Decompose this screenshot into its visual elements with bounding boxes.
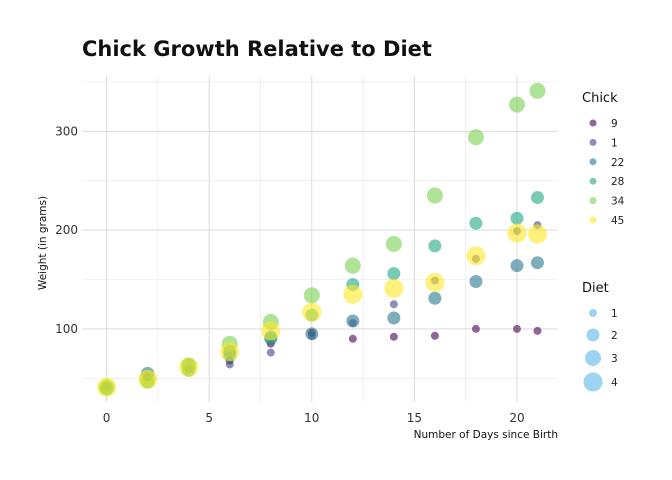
y-axis-ticks: 100 200 300: [55, 124, 78, 336]
data-point-chick-28: [530, 191, 544, 205]
data-point-chick-22: [510, 259, 524, 273]
y-tick-label: 300: [55, 124, 78, 138]
data-point-chick-28: [469, 216, 483, 230]
diet-legend-label: 1: [611, 308, 618, 320]
data-point-chick-34: [385, 235, 402, 252]
data-point-chick-45: [220, 342, 240, 362]
data-point-chick-22: [346, 314, 360, 328]
data-point-chick-1: [225, 360, 234, 369]
x-tick-label: 15: [407, 411, 422, 425]
data-point-chick-34: [467, 129, 484, 146]
grid: [82, 76, 558, 402]
chick-legend-label: 9: [611, 118, 618, 130]
y-tick-label: 200: [55, 223, 78, 237]
data-point-chick-9: [348, 334, 357, 343]
x-tick-label: 10: [304, 411, 319, 425]
data-point-chick-22: [530, 256, 544, 270]
diet-legend-key: [586, 328, 600, 342]
data-point-chick-34: [344, 257, 361, 274]
data-point-chick-34: [529, 82, 546, 99]
data-point-chick-45: [97, 377, 117, 397]
data-point-chick-9: [471, 324, 480, 333]
data-point-chick-22: [305, 327, 319, 341]
chick-legend-key: [589, 177, 597, 185]
x-tick-label: 0: [103, 411, 111, 425]
data-point-chick-45: [343, 284, 363, 304]
chick-legend-label: 45: [611, 215, 624, 227]
chick-legend-key: [589, 158, 597, 166]
chick-legend-key: [589, 197, 597, 205]
chick-legend-title: Chick: [582, 91, 618, 106]
data-point-chick-1: [266, 348, 275, 357]
x-axis-title: Number of Days since Birth: [414, 429, 558, 441]
chick-legend-label: 22: [611, 157, 624, 169]
data-point-chick-22: [428, 291, 442, 305]
x-tick-label: 5: [205, 411, 213, 425]
data-point-chick-9: [389, 332, 398, 341]
data-point-chick-45: [179, 357, 199, 377]
data-point-chick-45: [527, 224, 547, 244]
x-axis-ticks: 0 5 10 15 20: [103, 411, 525, 425]
diet-legend-key: [585, 350, 601, 366]
diet-legend-key: [589, 309, 597, 317]
diet-legend-title: Diet: [582, 281, 609, 296]
data-point-chick-22: [387, 311, 401, 325]
data-point-chick-28: [510, 211, 524, 225]
data-point-chick-45: [302, 302, 322, 322]
diet-legend-label: 2: [611, 330, 618, 342]
diet-legend: Diet 1 2 3 4: [582, 281, 618, 392]
y-tick-label: 100: [55, 322, 78, 336]
data-point-chick-45: [261, 321, 281, 341]
y-axis-title: Weight (in grams): [37, 196, 49, 290]
chick-legend-key: [589, 216, 597, 224]
chick-legend-label: 34: [611, 196, 625, 208]
data-point-chick-9: [430, 331, 439, 340]
chart-title: Chick Growth Relative to Diet: [82, 37, 432, 61]
data-point-chick-9: [512, 324, 521, 333]
data-point-chick-34: [426, 187, 443, 204]
data-point-chick-22: [469, 274, 483, 288]
data-point-chick-45: [138, 369, 158, 389]
data-point-chick-45: [384, 278, 404, 298]
data-point-chick-45: [425, 272, 445, 292]
data-point-chick-45: [466, 246, 486, 266]
diet-legend-key: [583, 372, 603, 392]
chick-legend-label: 28: [611, 176, 624, 188]
data-point-chick-28: [428, 239, 442, 253]
data-point-chick-34: [508, 96, 525, 113]
data-point-chick-45: [507, 223, 527, 243]
chick-legend-key: [589, 119, 597, 127]
x-tick-label: 20: [509, 411, 524, 425]
chick-legend-key: [589, 138, 597, 146]
data-point-chick-1: [389, 300, 398, 309]
chick-legend-label: 1: [611, 137, 618, 149]
data-point-chick-34: [303, 287, 320, 304]
diet-legend-label: 3: [611, 353, 618, 365]
data-points: [97, 82, 547, 397]
diet-legend-label: 4: [611, 377, 618, 389]
data-point-chick-28: [387, 267, 401, 281]
data-point-chick-9: [533, 326, 542, 335]
chick-legend: Chick 9 1 22 28 34 45: [582, 91, 625, 227]
